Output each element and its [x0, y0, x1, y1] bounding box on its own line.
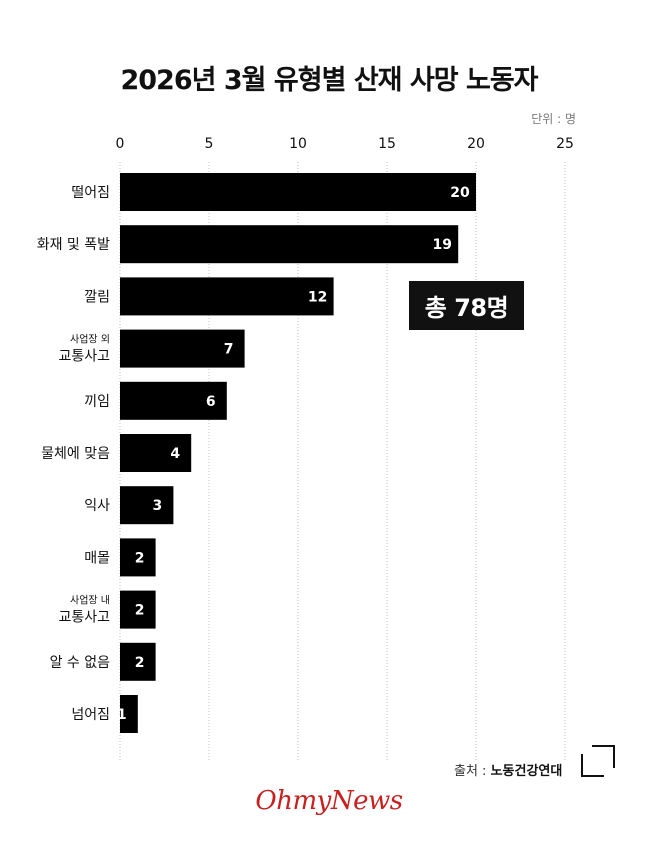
bar-value-label: 7 [224, 342, 234, 358]
category-label: 끼임 [84, 394, 110, 410]
bracket-logo-icon [581, 745, 615, 777]
bar [120, 225, 459, 264]
bar [120, 642, 156, 681]
total-badge: 총 78명 [409, 281, 524, 330]
source-name: 노동건강연대 [490, 764, 563, 779]
bar-value-label: 6 [206, 394, 216, 410]
x-tick-label: 25 [556, 136, 574, 152]
bar [120, 381, 227, 420]
bar [120, 173, 476, 211]
category-label: 교통사고 [58, 349, 110, 365]
category-label: 매몰 [84, 550, 110, 566]
bar-value-label: 20 [450, 185, 470, 201]
category-label-sub: 사업장 내 [70, 594, 110, 607]
category-label: 익사 [84, 498, 110, 514]
x-tick-label: 5 [205, 136, 214, 152]
category-label: 교통사고 [58, 610, 110, 626]
category-label: 알 수 없음 [50, 655, 111, 671]
category-label: 넘어짐 [71, 707, 110, 723]
category-label: 화재 및 폭발 [37, 237, 110, 253]
bar-value-label: 2 [135, 603, 145, 619]
x-tick-label: 10 [289, 136, 307, 152]
brand-logo: OhmyNews [255, 786, 403, 816]
category-label: 깔림 [84, 289, 110, 305]
x-tick-label: 15 [378, 136, 396, 152]
bar-value-label: 2 [135, 655, 145, 671]
bar-value-label: 3 [153, 498, 163, 514]
bar-value-label: 4 [170, 446, 180, 462]
bar [120, 590, 156, 629]
bar [120, 695, 138, 733]
bar [120, 486, 174, 525]
bar-value-label: 1 [117, 707, 127, 723]
bar-value-label: 12 [308, 289, 327, 305]
category-label: 떨어짐 [71, 185, 110, 201]
bar [120, 434, 192, 472]
x-tick-label: 20 [467, 136, 485, 152]
bar [120, 277, 334, 316]
source-label: 출처 : [454, 764, 487, 779]
category-label: 물체에 맞음 [41, 446, 110, 462]
x-tick-label: 0 [116, 136, 125, 152]
bar [120, 538, 156, 577]
unit-label: 단위 : 명 [531, 112, 576, 126]
category-label-sub: 사업장 외 [70, 333, 110, 346]
source-credit: 출처 : 노동건강연대 [454, 760, 562, 779]
chart-title: 2026년 3월 유형별 산재 사망 노동자 [120, 65, 538, 96]
bar [120, 329, 245, 368]
bar-value-label: 19 [432, 237, 451, 253]
bar-value-label: 2 [135, 550, 145, 566]
